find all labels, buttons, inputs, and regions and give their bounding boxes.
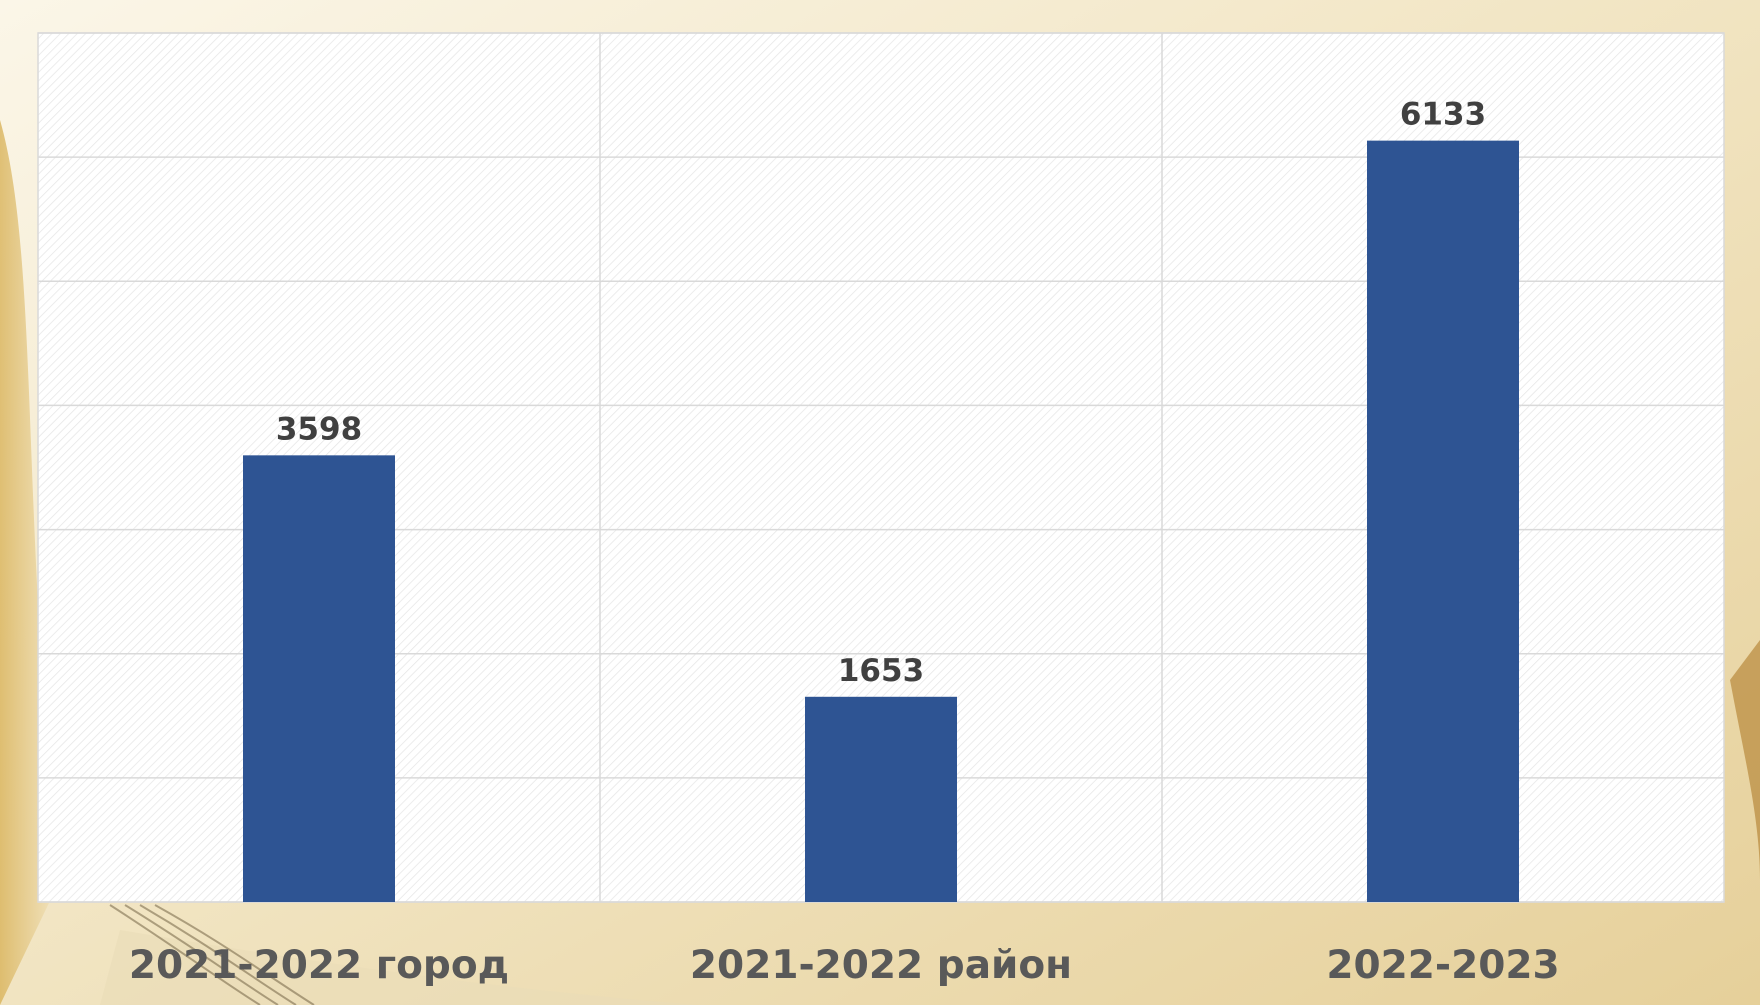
category-label-2: 2021-2022 район (690, 943, 1072, 988)
data-label-2: 1653 (838, 653, 924, 689)
data-labels: 3598 1653 6133 (276, 97, 1486, 689)
bars (243, 140, 1519, 903)
data-label-3: 6133 (1400, 97, 1486, 133)
bar-3 (1367, 140, 1519, 903)
bar-1 (243, 455, 395, 902)
category-label-1: 2021-2022 город (129, 943, 509, 988)
data-label-1: 3598 (276, 411, 362, 447)
category-labels: 2021-2022 город 2021-2022 район 2022-2023 (129, 943, 1560, 988)
bar-2 (805, 696, 957, 902)
category-label-3: 2022-2023 (1326, 943, 1559, 988)
